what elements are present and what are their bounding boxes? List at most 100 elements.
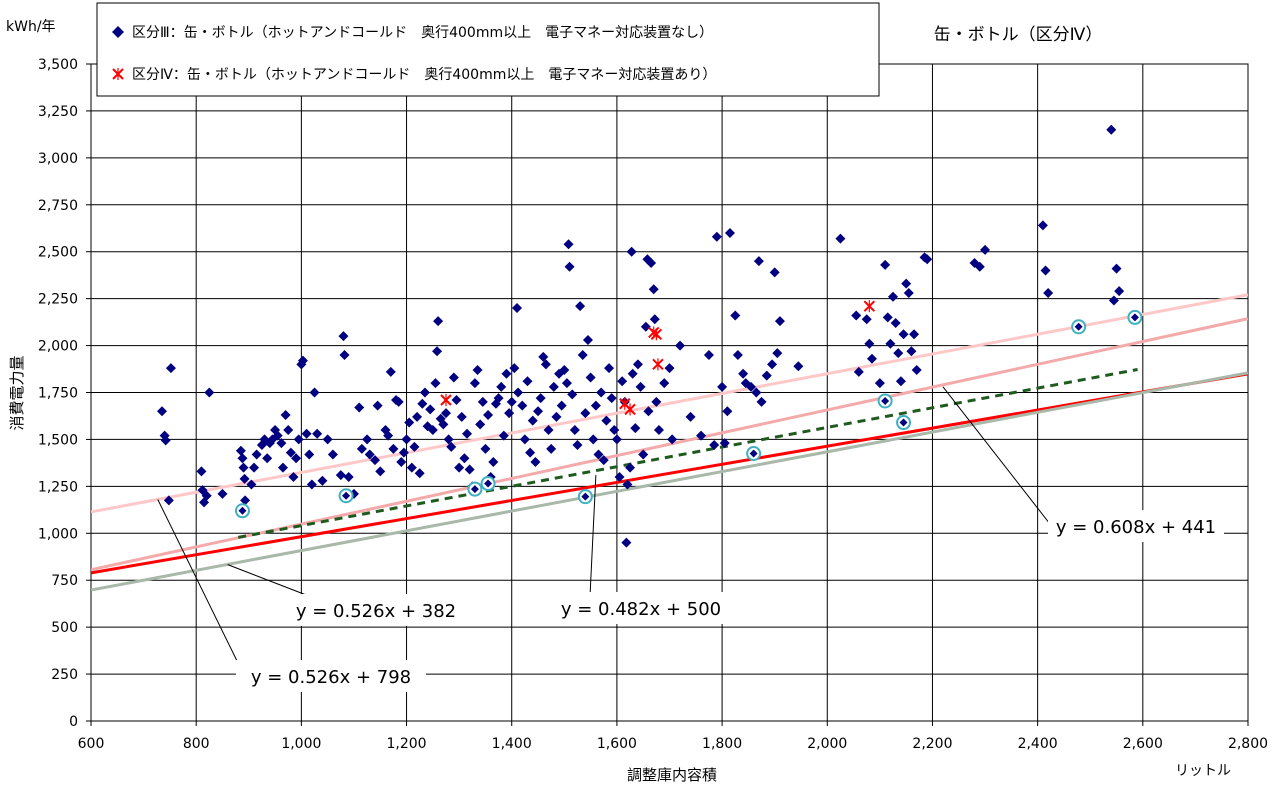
x-tick-label: 1,600: [597, 736, 637, 752]
scatter-point-ring: [338, 488, 354, 504]
scatter-point-diamond: [404, 417, 415, 428]
scatter-point-diamond: [614, 471, 625, 482]
scatter-point-diamond: [901, 278, 912, 289]
scatter-point-diamond: [635, 381, 646, 392]
scatter-point-ring: [896, 415, 912, 431]
scatter-point-diamond: [567, 389, 578, 400]
scatter-point-diamond: [853, 366, 864, 377]
x-tick-label: 1,400: [492, 736, 532, 752]
scatter-point-diamond: [649, 314, 660, 325]
scatter-point-diamond: [163, 495, 174, 506]
scatter-point-diamond: [343, 471, 354, 482]
scatter-point-diamond: [664, 363, 675, 374]
scatter-point-diamond: [974, 261, 985, 272]
scatter-point-diamond: [880, 259, 891, 270]
scatter-point-diamond: [533, 406, 544, 417]
scatter-point-diamond: [543, 425, 554, 436]
scatter-point-diamond: [604, 363, 615, 374]
scatter-point-diamond: [909, 329, 920, 340]
scatter-point-diamond: [882, 312, 893, 323]
scatter-point-diamond: [160, 435, 171, 446]
scatter-point-diamond: [283, 425, 294, 436]
scatter-point-x: [650, 328, 663, 341]
y-tick-label: 2,000: [38, 339, 78, 355]
scatter-point-diamond: [204, 387, 215, 398]
scatter-point-diamond: [317, 475, 328, 486]
trend-line-3: [91, 372, 1248, 575]
scatter-point-diamond: [525, 447, 536, 458]
scatter-point-diamond: [469, 378, 480, 389]
annotation-box: [236, 660, 426, 692]
y-axis-title: 消費電力量: [8, 355, 26, 430]
scatter-point-diamond: [477, 396, 488, 407]
x-tick-label: 2,200: [912, 736, 952, 752]
y-tick-label: 3,500: [38, 57, 78, 73]
scatter-point-diamond: [246, 479, 257, 490]
scatter-point-ring: [234, 503, 250, 519]
scatter-point-diamond: [430, 378, 441, 389]
legend-diamond-marker: [112, 26, 124, 38]
scatter-point-diamond: [517, 400, 528, 411]
scatter-point-diamond: [480, 443, 491, 454]
x-axis-title: 調整庫内容積: [627, 766, 717, 784]
annotation-box: [1048, 510, 1224, 542]
scatter-point-diamond: [1111, 263, 1122, 274]
scatter-point-diamond: [498, 430, 509, 441]
scatter-point-diamond: [756, 396, 767, 407]
scatter-point-diamond: [519, 434, 530, 445]
scatter-point-diamond: [630, 423, 641, 434]
scatter-point-diamond: [362, 434, 373, 445]
scatter-point-diamond: [513, 387, 524, 398]
scatter-point-diamond: [338, 331, 349, 342]
legend-entry-series-2: 区分Ⅳ：缶・ボトル（ホットアンドコールド 奥行400mm以上 電子マネー対応装置…: [132, 66, 716, 83]
scatter-point-diamond: [165, 363, 176, 374]
scatter-point-diamond: [753, 256, 764, 267]
scatter-point-diamond: [730, 310, 741, 321]
scatter-point-diamond: [761, 370, 772, 381]
scatter-point-ring: [1127, 309, 1143, 325]
scatter-point-diamond: [511, 303, 522, 314]
scatter-point-diamond: [288, 471, 299, 482]
scatter-point-diamond: [156, 406, 167, 417]
scatter-point-diamond: [249, 462, 260, 473]
annotation-box: [553, 592, 729, 624]
scatter-point-diamond: [751, 387, 762, 398]
annotation-leader-line: [157, 499, 241, 668]
scatter-point-diamond: [454, 462, 465, 473]
y-tick-label: 2,500: [38, 245, 78, 261]
trend-line-equation-label: y = 0.482x + 500: [561, 599, 721, 620]
scatter-point-ring: [1071, 319, 1087, 335]
scatter-point-diamond: [651, 396, 662, 407]
y-tick-label: 0: [69, 714, 78, 730]
scatter-point-diamond: [522, 376, 533, 387]
scatter-point-diamond: [617, 376, 628, 387]
scatter-point-diamond: [885, 338, 896, 349]
scatter-point-diamond: [580, 408, 591, 419]
scatter-point-diamond: [906, 346, 917, 357]
scatter-point-diamond: [354, 402, 365, 413]
scatter-point-diamond: [609, 425, 620, 436]
annotation-box: [288, 594, 464, 626]
scatter-point-diamond: [793, 361, 804, 372]
scatter-point-diamond: [540, 359, 551, 370]
scatter-point-diamond: [888, 291, 899, 302]
legend: 区分Ⅲ：缶・ボトル（ホットアンドコールド 奥行400mm以上 電子マネー対応装置…: [96, 2, 880, 97]
scatter-point-diamond: [372, 400, 383, 411]
y-tick-label: 2,750: [38, 198, 78, 214]
scatter-point-diamond: [398, 447, 409, 458]
scatter-point-diamond: [196, 466, 207, 477]
scatter-point-ring: [877, 393, 893, 409]
scatter-point-diamond: [643, 406, 654, 417]
scatter-point-diamond: [475, 419, 486, 430]
scatter-point-diamond: [864, 338, 875, 349]
scatter-point-diamond: [369, 455, 380, 466]
scatter-point-diamond: [293, 434, 304, 445]
x-tick-label: 1,000: [281, 736, 321, 752]
scatter-point-diamond: [556, 400, 567, 411]
y-tick-label: 1,750: [38, 386, 78, 402]
y-tick-label: 500: [51, 620, 78, 636]
scatter-point-diamond: [890, 318, 901, 329]
scatter-point-diamond: [861, 314, 872, 325]
scatter-point-diamond: [339, 349, 350, 360]
